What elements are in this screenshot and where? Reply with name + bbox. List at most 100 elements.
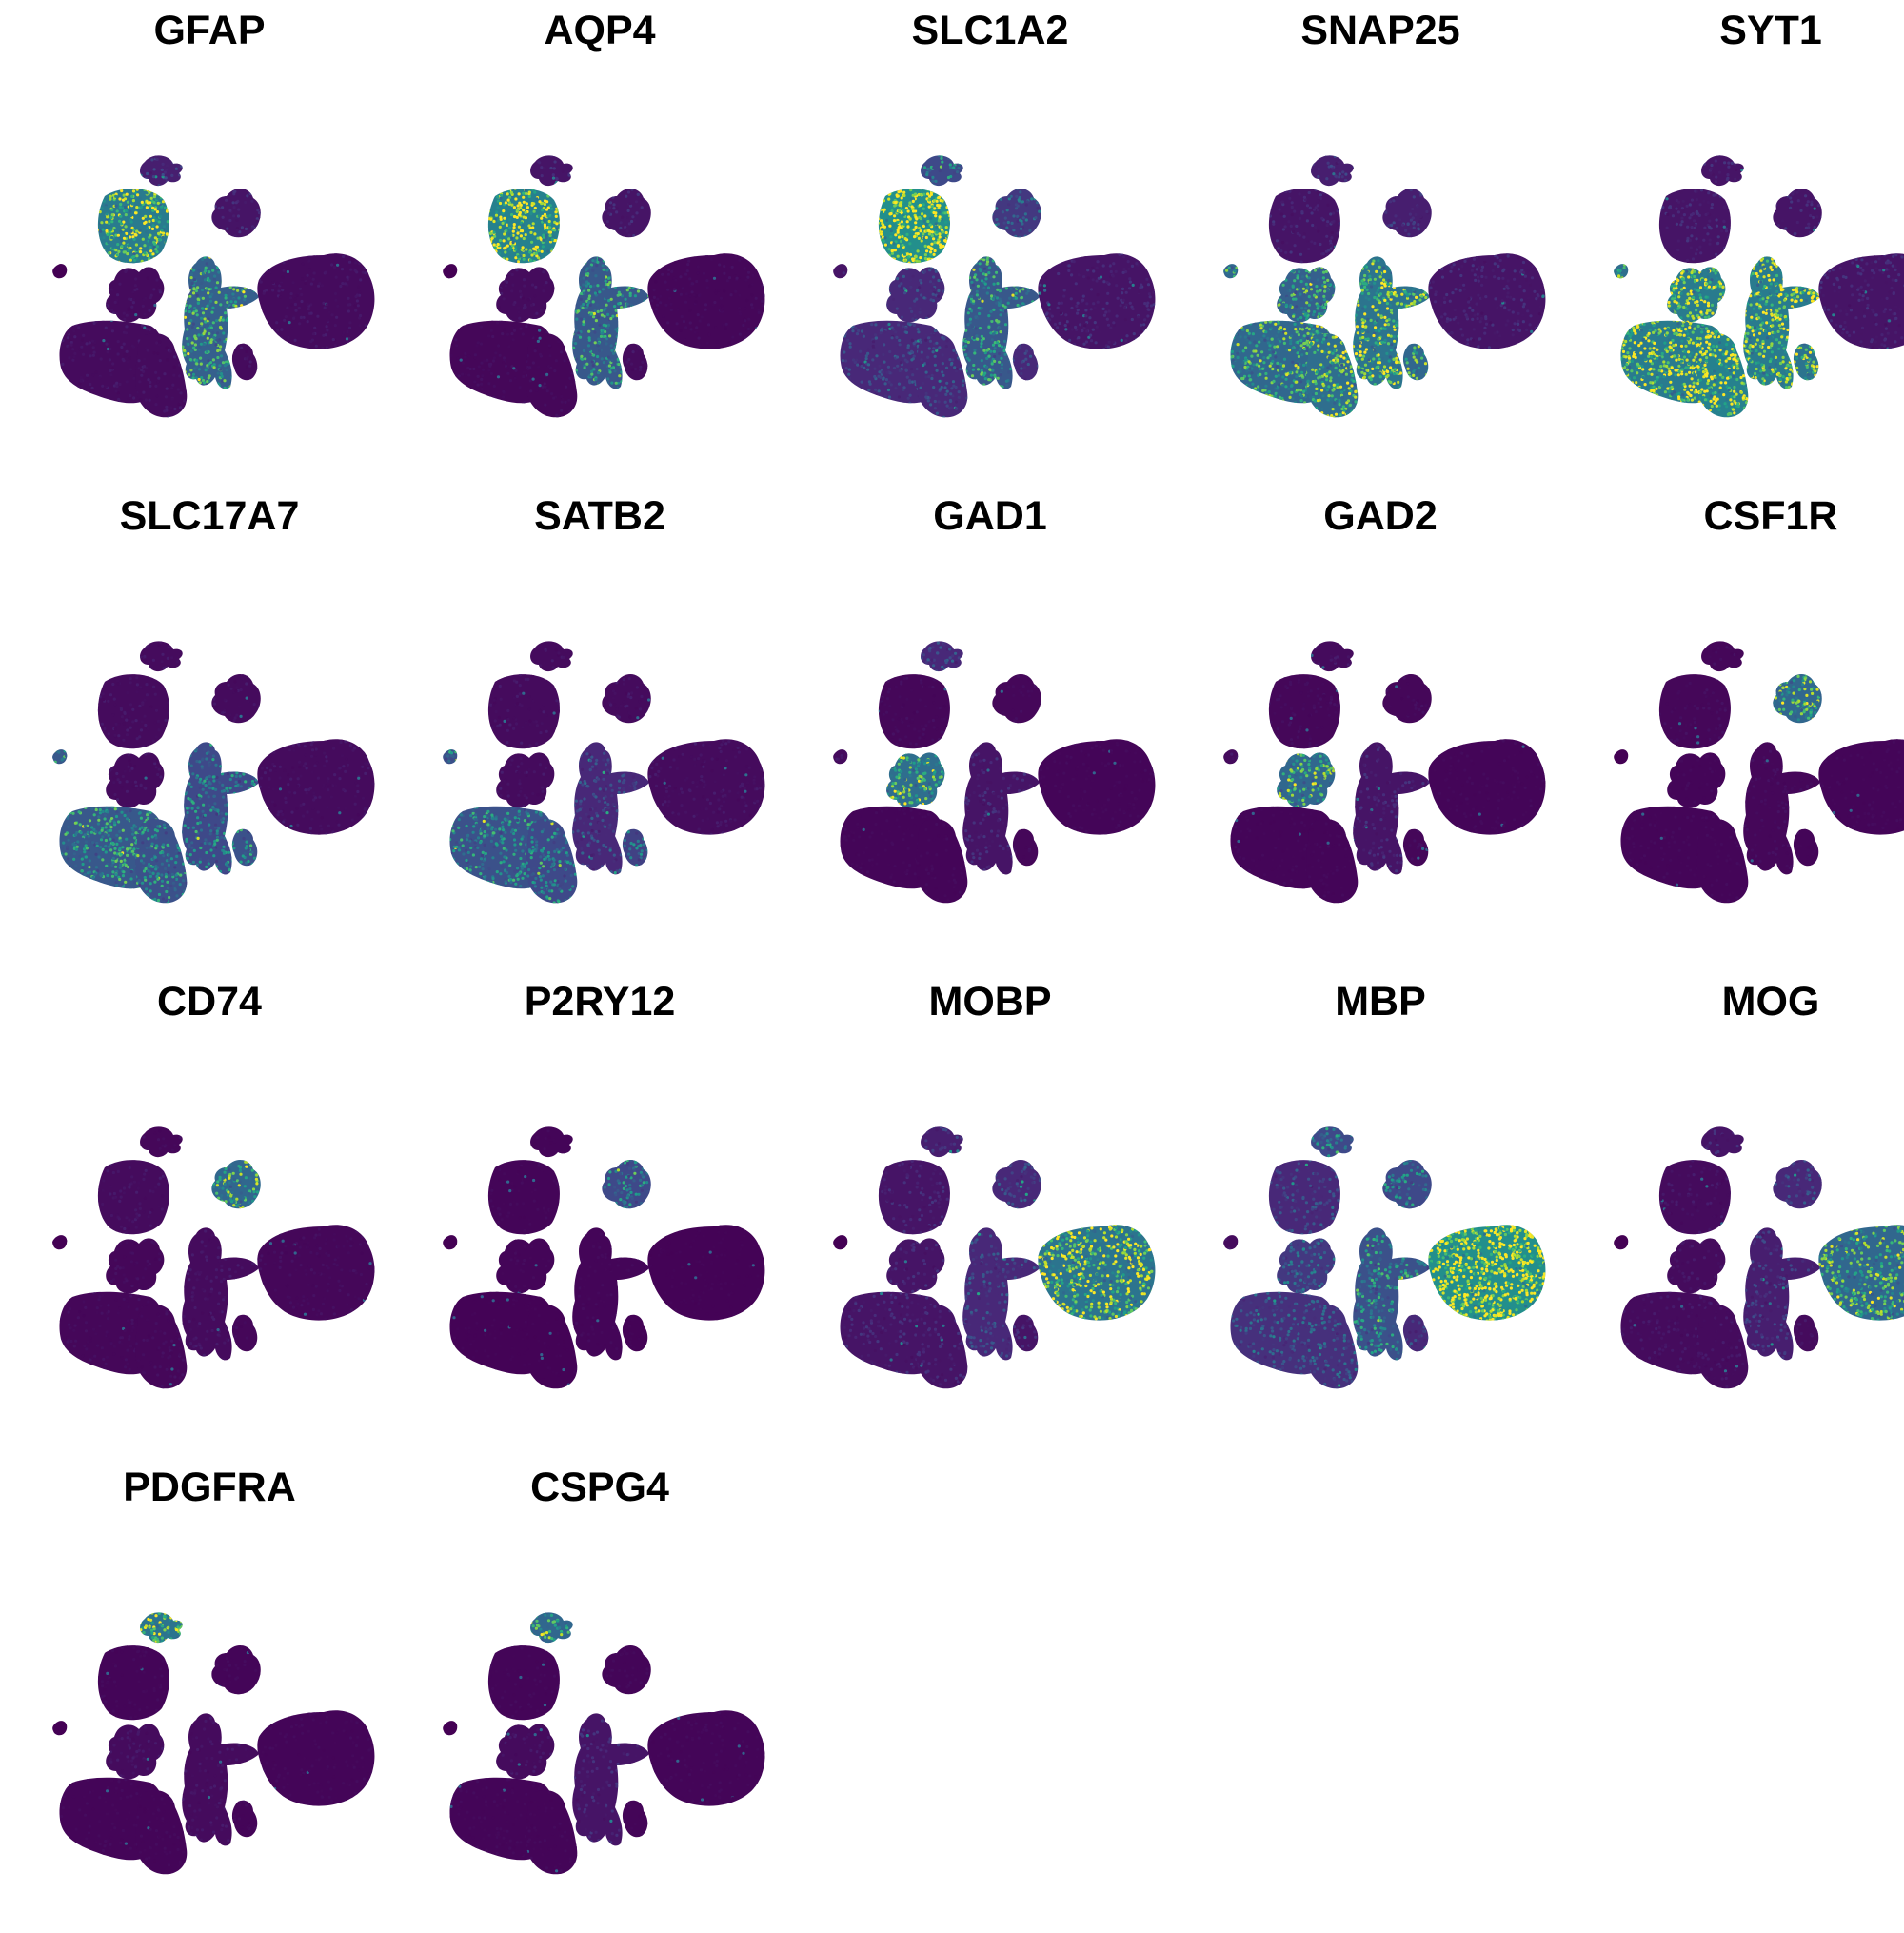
cluster-upper-left-blob [487, 674, 560, 749]
feature-panel-gad1: GAD1 [790, 486, 1171, 962]
cluster-upper-mid-blob [992, 188, 1041, 238]
cluster-shape-bottom-mid-large [526, 1304, 578, 1389]
cluster-shape-right-large-blob [257, 253, 375, 349]
cluster-right-large-blob [257, 1710, 375, 1806]
cluster-shape-bottom-mid-large [1696, 818, 1749, 904]
cluster-shape-mid-left-blob [496, 267, 555, 323]
cluster-upper-mid-blob [211, 673, 261, 724]
cluster-points-upper-left-blob [487, 1160, 560, 1235]
cluster-shape-center-column [1743, 742, 1820, 875]
cluster-mid-left-blob [1667, 267, 1726, 323]
cluster-shape-top-small [530, 155, 573, 187]
cluster-shape-upper-mid-blob [602, 673, 651, 724]
cluster-left-dot [443, 1721, 458, 1736]
cluster-left-dot [833, 264, 848, 279]
cluster-mid-left-blob [106, 267, 165, 323]
feature-panel-p2ry12: P2RY12 [400, 971, 781, 1447]
cluster-shape-bottom-mid-large [1306, 332, 1359, 418]
umap-plot-cspg4 [443, 1612, 765, 1875]
cluster-shape-top-small [921, 1126, 963, 1158]
feature-panel-snap25: SNAP25 [1180, 0, 1561, 476]
umap-plot-mobp [833, 1126, 1156, 1389]
cluster-top-small [530, 155, 573, 187]
umap-plot-gfap [52, 155, 375, 418]
cluster-bottom-right-small [1793, 828, 1819, 867]
cluster-upper-left-blob [487, 1160, 560, 1235]
cluster-upper-left-blob [1658, 674, 1731, 749]
cluster-top-small [1311, 155, 1354, 187]
cluster-upper-left-blob [1268, 1160, 1340, 1235]
cluster-upper-left-blob [487, 1645, 560, 1721]
cluster-shape-center-column [1353, 742, 1430, 875]
umap-plot-p2ry12 [443, 1126, 765, 1389]
cluster-upper-left-blob [97, 189, 169, 264]
cluster-bottom-mid-large [526, 818, 578, 904]
cluster-right-large-blob [1038, 1225, 1156, 1321]
cluster-shape-top-small [1311, 155, 1354, 187]
cluster-shape-upper-left-blob [487, 674, 560, 749]
cluster-left-dot [443, 264, 458, 279]
cluster-right-large-blob [257, 739, 375, 835]
cluster-shape-center-column [572, 742, 649, 875]
cluster-shape-bottom-right-small [231, 1314, 258, 1352]
umap-plot-mog [1614, 1126, 1904, 1389]
cluster-shape-right-large-blob [1818, 739, 1904, 835]
cluster-left-dot [1223, 264, 1239, 279]
cluster-upper-mid-blob [211, 1159, 261, 1209]
cluster-shape-bottom-right-small [622, 1800, 648, 1838]
cluster-shape-mid-left-blob [106, 752, 165, 808]
cluster-top-small [530, 641, 573, 672]
cluster-right-large-blob [647, 253, 765, 349]
cluster-upper-mid-blob [211, 1644, 261, 1695]
cluster-shape-left-dot [52, 264, 68, 279]
cluster-bottom-right-small [1012, 343, 1039, 381]
cluster-shape-top-small [140, 641, 183, 672]
cluster-shape-left-dot [833, 749, 848, 765]
cluster-points-bottom-right-small [1012, 1314, 1039, 1352]
umap-plot-aqp4 [443, 155, 765, 418]
cluster-top-small [921, 1126, 963, 1158]
cluster-shape-mid-left-blob [106, 1724, 165, 1780]
cluster-bottom-right-small [622, 828, 648, 867]
cluster-right-large-blob [1038, 253, 1156, 349]
cluster-shape-center-column [572, 1713, 649, 1846]
cluster-left-dot [1614, 264, 1629, 279]
cluster-right-large-blob [1818, 1225, 1904, 1321]
cluster-bottom-right-small [1402, 343, 1429, 381]
cluster-shape-bottom-mid-large [1306, 818, 1359, 904]
panel-title-gad1: GAD1 [790, 493, 1190, 540]
cluster-shape-upper-left-blob [1268, 674, 1340, 749]
cluster-shape-mid-left-blob [496, 752, 555, 808]
cluster-shape-left-dot [1614, 1235, 1629, 1250]
cluster-shape-left-dot [833, 1235, 848, 1250]
cluster-upper-mid-blob [1382, 1159, 1432, 1209]
cluster-shape-bottom-right-small [231, 343, 258, 381]
cluster-upper-left-blob [878, 189, 950, 264]
panel-title-snap25: SNAP25 [1180, 8, 1580, 54]
cluster-mid-left-blob [1277, 1238, 1336, 1294]
cluster-points-left-dot [443, 749, 458, 764]
cluster-shape-left-dot [52, 1721, 68, 1736]
cluster-points-left-dot [52, 1728, 65, 1736]
cluster-upper-mid-blob [602, 673, 651, 724]
cluster-top-small [140, 641, 183, 672]
cluster-shape-mid-left-blob [496, 1724, 555, 1780]
cluster-shape-left-dot [833, 264, 848, 279]
cluster-shape-upper-left-blob [97, 674, 169, 749]
cluster-right-large-blob [1428, 739, 1546, 835]
cluster-right-large-blob [1038, 739, 1156, 835]
umap-plot-gad2 [1223, 641, 1546, 904]
cluster-center-column [1353, 1227, 1430, 1361]
cluster-shape-right-large-blob [647, 1710, 765, 1806]
cluster-shape-left-dot [1223, 1235, 1239, 1250]
cluster-shape-bottom-right-small [1793, 828, 1819, 867]
panel-title-gad2: GAD2 [1180, 493, 1580, 540]
feature-panel-aqp4: AQP4 [400, 0, 781, 476]
cluster-shape-bottom-mid-large [526, 818, 578, 904]
cluster-upper-mid-blob [1382, 673, 1432, 724]
panel-title-p2ry12: P2RY12 [400, 979, 800, 1026]
umap-plot-gad1 [833, 641, 1156, 904]
cluster-bottom-right-small [1793, 1314, 1819, 1352]
feature-panel-csf1r: CSF1R [1571, 486, 1904, 962]
